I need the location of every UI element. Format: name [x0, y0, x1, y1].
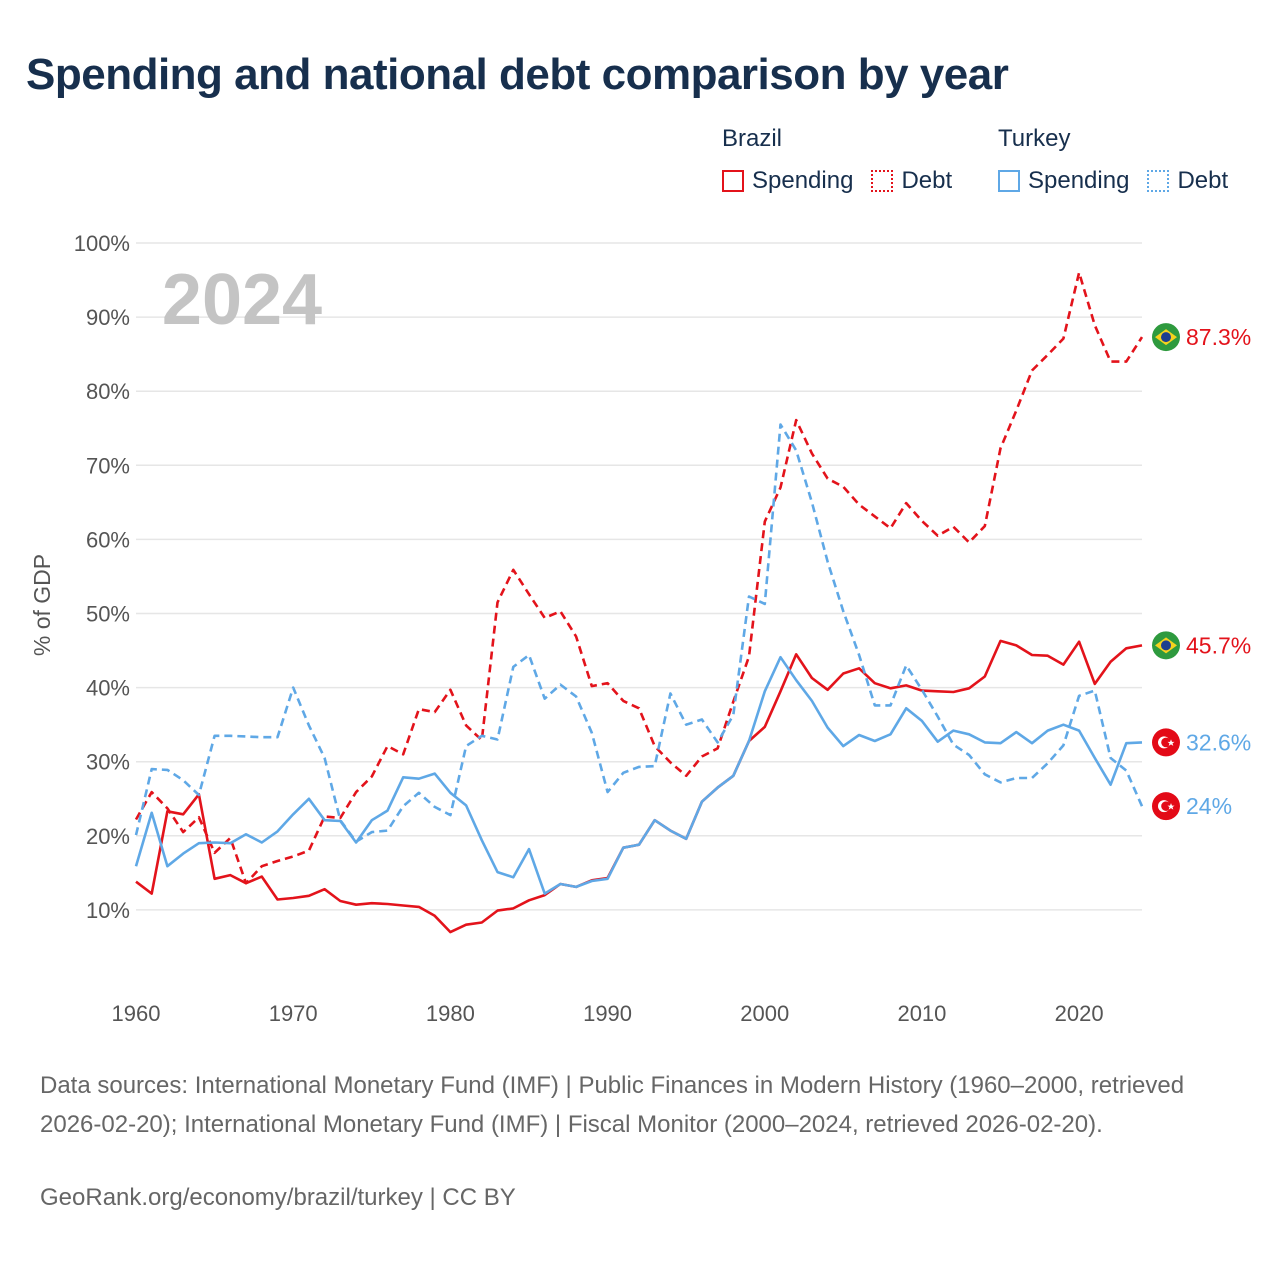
axis-layer: 10% 20% 30% 40% 50% 60% 70% 80% 90% 100% 1960 1970 1… [74, 231, 1104, 1026]
y-tick-label: 100% [74, 231, 130, 256]
y-tick-label: 60% [86, 527, 130, 552]
turkey-spending-line[interactable] [134, 655, 1143, 895]
credit-link[interactable]: GeoRank.org/economy/brazil/turkey | CC B… [40, 1184, 516, 1211]
brazil-spending-line[interactable] [135, 639, 1143, 934]
turkey-debt-line[interactable] [134, 423, 1144, 843]
y-tick-label: 10% [86, 898, 130, 923]
brazil-debt-end-label: 87.3% [1186, 324, 1251, 350]
legend-group-brazil: Brazil Spending Debt [722, 125, 970, 195]
series-layer [134, 271, 1144, 934]
y-tick-label: 80% [86, 379, 130, 404]
legend-group-turkey: Turkey Spending Debt [998, 125, 1246, 195]
legend-item-brazil-spending[interactable]: Spending [722, 167, 853, 195]
chart-title: Spending and national debt comparison by… [26, 50, 1009, 99]
legend-group-title-turkey: Turkey [998, 125, 1071, 152]
legend-swatch-dotted-icon [1147, 170, 1170, 192]
grid-layer [136, 242, 1142, 911]
y-tick-label: 30% [86, 750, 130, 775]
legend-item-brazil-debt[interactable]: Debt [871, 167, 952, 195]
brazil-flag-icon [1152, 323, 1180, 352]
line-chart: 10% 20% 30% 40% 50% 60% 70% 80% 90% 100% 1960 1970 1… [29, 231, 1251, 1026]
legend-label: Spending [752, 167, 854, 194]
turkey-flag-icon [1152, 728, 1180, 757]
brazil-flag-icon [1152, 631, 1180, 660]
turkey-spending-end-label: 32.6% [1186, 729, 1251, 755]
legend-label: Spending [1028, 167, 1130, 194]
x-tick-label: 2000 [740, 1001, 789, 1026]
y-axis-title: % of GDP [29, 554, 55, 656]
y-tick-label: 50% [86, 602, 130, 627]
x-tick-label: 1970 [269, 1001, 318, 1026]
turkey-debt-end-label: 24% [1186, 793, 1232, 819]
x-tick-label: 1990 [583, 1001, 632, 1026]
year-watermark: 2024 [162, 260, 322, 340]
y-tick-label: 40% [86, 676, 130, 701]
x-tick-label: 1960 [112, 1001, 161, 1026]
legend-swatch-solid-icon [722, 170, 744, 192]
x-tick-label: 2020 [1055, 1001, 1104, 1026]
legend-label: Debt [1177, 167, 1229, 194]
turkey-flag-icon [1152, 792, 1180, 821]
data-sources-note: Data sources: International Monetary Fun… [40, 1072, 1185, 1138]
legend-label: Debt [901, 167, 953, 194]
legend-swatch-dotted-icon [871, 170, 894, 192]
y-tick-label: 20% [86, 824, 130, 849]
legend-group-title-brazil: Brazil [722, 125, 783, 152]
brazil-debt-line[interactable] [134, 271, 1144, 885]
legend-swatch-solid-icon [998, 170, 1020, 192]
y-tick-label: 90% [86, 305, 130, 330]
y-tick-label: 70% [86, 453, 130, 478]
legend-item-turkey-spending[interactable]: Spending [998, 167, 1129, 195]
legend-item-turkey-debt[interactable]: Debt [1147, 167, 1228, 195]
x-tick-label: 2010 [897, 1001, 946, 1026]
end-label-layer: 87.3% 45.7% 32.6% 24% [1152, 323, 1251, 821]
brazil-spending-end-label: 45.7% [1186, 632, 1251, 658]
x-tick-label: 1980 [426, 1001, 475, 1026]
